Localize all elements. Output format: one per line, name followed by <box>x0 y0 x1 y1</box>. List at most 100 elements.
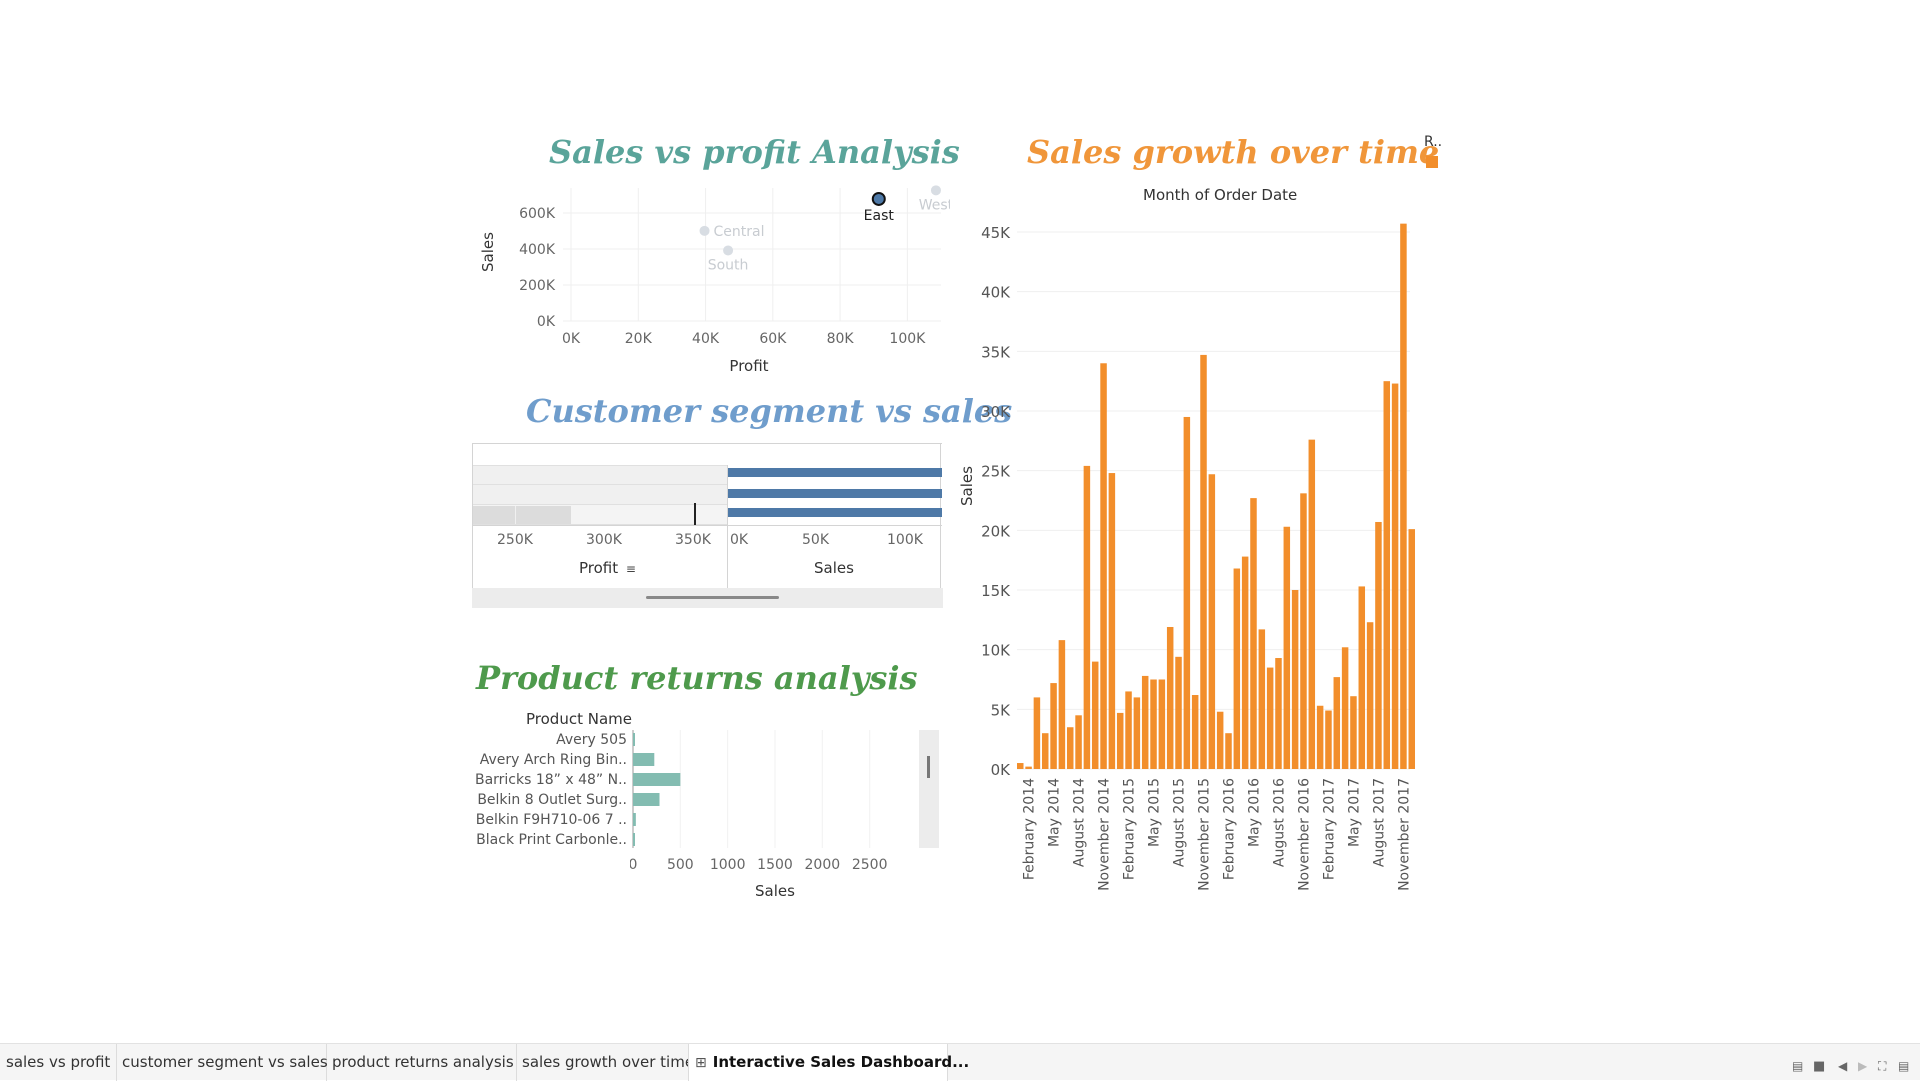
growth-bar[interactable] <box>1266 667 1274 769</box>
returns-product-label[interactable]: Black Print Carbonle.. <box>476 832 627 848</box>
scatter-point-east[interactable] <box>871 191 886 206</box>
growth-bar[interactable] <box>1166 626 1174 769</box>
growth-bar[interactable] <box>1058 640 1066 769</box>
tab-sales-growth-over-time[interactable]: sales growth over time <box>516 1044 694 1081</box>
growth-bar[interactable] <box>1250 498 1257 769</box>
growth-bar[interactable] <box>1216 711 1224 769</box>
growth-bar[interactable] <box>1366 622 1374 769</box>
segment-sales-bar[interactable] <box>728 489 942 498</box>
returns-scrollbar-thumb[interactable] <box>927 756 930 778</box>
scatter-point-south[interactable] <box>723 245 734 256</box>
segment-profit-axis-label[interactable]: Profit ≡ <box>579 559 636 577</box>
presentation-mode-icon[interactable]: ▤ <box>1898 1059 1910 1073</box>
fullscreen-icon[interactable]: ⛶ <box>1878 1059 1887 1073</box>
growth-bar[interactable] <box>1175 656 1182 769</box>
scatter-point-central[interactable] <box>699 225 710 236</box>
segment-horizontal-scrollbar[interactable] <box>472 588 943 608</box>
growth-bar[interactable] <box>1150 679 1157 770</box>
next-sheet-icon[interactable]: ▶ <box>1858 1059 1868 1073</box>
returns-bars[interactable] <box>633 733 681 846</box>
scatter-x-ticks: 0K 20K 40K 60K 80K 100K <box>562 331 926 347</box>
returns-bar[interactable] <box>633 733 635 746</box>
growth-bar[interactable] <box>1308 439 1316 769</box>
legend-swatch[interactable] <box>1426 156 1438 168</box>
growth-bar[interactable] <box>1091 661 1099 769</box>
returns-x-tick: 500 <box>667 857 694 873</box>
growth-bar[interactable] <box>1033 697 1041 769</box>
growth-bar[interactable] <box>1183 416 1191 769</box>
scatter-points[interactable]: East West Central South <box>699 185 950 273</box>
returns-vertical-scrollbar[interactable] <box>919 730 939 848</box>
segment-sales-bar[interactable] <box>728 508 942 517</box>
returns-product-label[interactable]: Belkin 8 Outlet Surg.. <box>477 792 627 808</box>
returns-bar[interactable] <box>633 813 636 826</box>
growth-bar[interactable] <box>1208 474 1216 769</box>
growth-bar[interactable] <box>1066 727 1074 769</box>
color-legend[interactable]: R.. <box>1424 134 1454 174</box>
growth-bar[interactable] <box>1383 381 1391 769</box>
returns-bar[interactable] <box>633 833 635 846</box>
growth-bar[interactable] <box>1133 697 1141 769</box>
growth-bar[interactable] <box>1408 529 1416 769</box>
sort-descending-icon[interactable]: ≡ <box>625 562 636 576</box>
growth-bar[interactable] <box>1191 695 1199 769</box>
growth-bar[interactable] <box>1108 473 1116 769</box>
returns-bar[interactable] <box>633 753 655 766</box>
segment-profit-row[interactable] <box>473 465 727 485</box>
tab-interactive-sales-dashboard[interactable]: ⊞ Interactive Sales Dashboard... <box>688 1044 969 1081</box>
growth-bar[interactable] <box>1341 647 1349 769</box>
returns-product-label[interactable]: Avery Arch Ring Bin.. <box>479 752 627 768</box>
growth-bar[interactable] <box>1041 733 1049 769</box>
returns-product-label[interactable]: Barricks 18” x 48” N.. <box>474 772 627 788</box>
growth-bar[interactable] <box>1233 568 1241 769</box>
growth-bar[interactable] <box>1125 691 1132 769</box>
previous-sheet-icon[interactable]: ◀ <box>1838 1059 1848 1073</box>
growth-bar[interactable] <box>1283 526 1291 769</box>
segment-panel[interactable]: 250K 300K 350K 0K 50K 100K Profit ≡ Sale… <box>472 443 943 608</box>
tab-sales-vs-profit[interactable]: sales vs profit <box>0 1044 117 1081</box>
sheet-sorter-icon[interactable]: ▤ <box>1792 1059 1804 1073</box>
tab-customer-segment-vs-sales[interactable]: customer segment vs sales <box>116 1044 328 1081</box>
scatter-point-west[interactable] <box>930 185 941 196</box>
segment-profit-row[interactable] <box>473 485 727 505</box>
growth-bar[interactable] <box>1083 465 1091 769</box>
growth-bar[interactable] <box>1375 521 1382 769</box>
growth-bar[interactable] <box>1017 763 1024 769</box>
growth-bar[interactable] <box>1333 677 1341 769</box>
growth-bar[interactable] <box>1116 712 1124 769</box>
growth-bar[interactable] <box>1291 590 1299 769</box>
segment-profit-bar[interactable] <box>473 506 571 524</box>
growth-bar[interactable] <box>1241 556 1249 769</box>
growth-bar[interactable] <box>1100 363 1107 769</box>
growth-bar[interactable] <box>1325 710 1332 769</box>
growth-bar[interactable] <box>1225 733 1232 769</box>
segment-scrollbar-thumb[interactable] <box>646 596 779 599</box>
growth-bar[interactable] <box>1350 696 1357 769</box>
growth-bar[interactable] <box>1258 629 1266 769</box>
growth-bar[interactable] <box>1316 705 1324 769</box>
growth-bar[interactable] <box>1141 675 1149 769</box>
growth-bar[interactable] <box>1025 766 1032 769</box>
growth-bar[interactable] <box>1391 383 1399 769</box>
filmstrip-icon[interactable]: ■ <box>1813 1059 1826 1074</box>
growth-bar[interactable] <box>1158 679 1166 770</box>
scatter-chart[interactable]: 0K 200K 400K 600K 0K 20K 40K 60K 80K 100K Profit… <box>470 180 950 380</box>
segment-axis-line <box>473 525 942 526</box>
legend-title: R.. <box>1424 134 1443 150</box>
returns-product-label[interactable]: Belkin F9H710-06 7 .. <box>475 812 627 828</box>
growth-bar[interactable] <box>1300 493 1307 769</box>
returns-chart[interactable]: 0 500 1000 1500 2000 2500 Sales <box>630 728 950 908</box>
segment-sales-bar[interactable] <box>728 468 942 477</box>
growth-bars[interactable] <box>1017 223 1416 770</box>
tab-product-returns-analysis[interactable]: product returns analysis <box>326 1044 517 1081</box>
returns-bar[interactable] <box>633 793 660 806</box>
growth-bar[interactable] <box>1200 354 1207 769</box>
growth-bar[interactable] <box>1358 586 1366 769</box>
returns-bar[interactable] <box>633 773 681 786</box>
growth-bar[interactable] <box>1400 223 1407 769</box>
returns-product-label[interactable]: Avery 505 <box>556 732 627 748</box>
growth-bar[interactable] <box>1050 683 1057 769</box>
growth-bar[interactable] <box>1075 715 1082 769</box>
growth-bar[interactable] <box>1275 658 1282 769</box>
growth-chart[interactable]: 0K 5K 10K 15K 20K 25K 30K 35K 40K 45K February 20… <box>950 215 1430 895</box>
